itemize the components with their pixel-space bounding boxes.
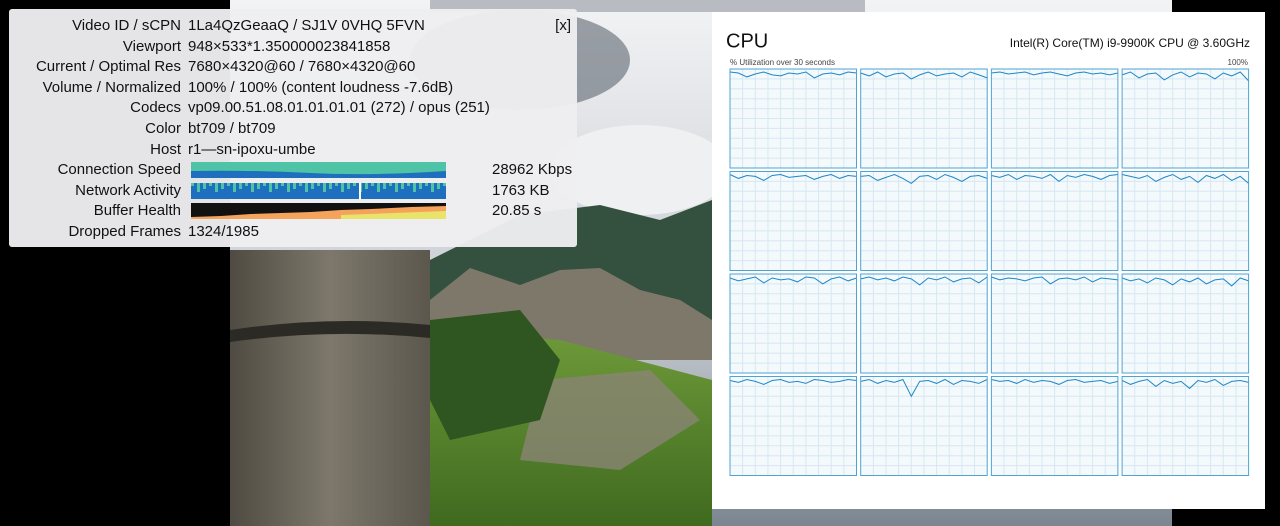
- cpu-line: [729, 276, 857, 285]
- stat-value: 948×533*1.350000023841858: [188, 37, 391, 55]
- stat-value: 1324/1985: [188, 223, 259, 240]
- stat-graph: [191, 203, 446, 220]
- caption: % Utilization over 30 seconds: [730, 58, 835, 67]
- task-manager-cpu: CPU Intel(R) Core(TM) i9-9900K CPU @ 3.6…: [712, 12, 1265, 509]
- stat-value: bt709 / bt709: [188, 120, 276, 137]
- stat-value: 20.85 s: [492, 202, 542, 220]
- graph-border: [990, 273, 1119, 374]
- graph-border: [860, 376, 988, 476]
- graph-border: [860, 68, 988, 169]
- stat-label: Video ID / sCPN: [72, 17, 181, 34]
- cpu-line: [729, 71, 857, 79]
- graph-border: [990, 376, 1119, 476]
- stat-label: Volume / Normalized: [42, 78, 181, 96]
- cpu-line: [1121, 277, 1249, 287]
- cpu-line: [860, 173, 988, 185]
- cpu-line: [991, 173, 1118, 183]
- graph-border: [990, 171, 1119, 271]
- stat-label: Host: [150, 140, 181, 158]
- cpu-line: [729, 173, 857, 181]
- graph-border: [1121, 171, 1250, 271]
- cpu-line: [729, 378, 857, 385]
- graph-border: [1121, 273, 1250, 374]
- cpu-line: [860, 276, 988, 286]
- stat-graph: [191, 182, 446, 199]
- graph-border: [729, 273, 857, 374]
- graph-border: [729, 376, 857, 476]
- graph-border: [860, 273, 988, 374]
- processor-name: Intel(R) Core(TM) i9-9900K CPU @ 3.60GHz: [1010, 36, 1250, 50]
- stat-value: vp09.00.51.08.01.01.01.01 (272) / opus (…: [188, 99, 490, 117]
- cpu-line: [860, 71, 988, 80]
- cpu-line: [1121, 71, 1249, 82]
- cpu-line: [1121, 378, 1249, 390]
- stat-label: Buffer Health: [93, 202, 181, 220]
- cpu-line: [991, 378, 1119, 385]
- max-label: 100%: [1228, 58, 1248, 67]
- stats-for-nerds: [x] Video ID / sCPN 1La4QzGeaaQ / SJ1V 0V…: [9, 9, 577, 247]
- stat-value: 1763 KB: [492, 181, 550, 199]
- stat-value: 7680×4320@60 / 7680×4320@60: [188, 58, 416, 76]
- stat-label: Network Activity: [75, 181, 181, 199]
- graph-border: [1121, 376, 1250, 476]
- stat-label: Color: [145, 120, 181, 137]
- stat-graph: [191, 162, 446, 179]
- graph-border: [729, 171, 857, 271]
- stat-value: 28962 Kbps: [492, 161, 573, 179]
- cpu-line: [1121, 173, 1249, 184]
- stat-label: Viewport: [122, 37, 181, 55]
- graph-border: [729, 68, 857, 169]
- stat-value: r1—sn-ipoxu-umbe: [188, 140, 316, 158]
- stat-value: 100% / 100% (content loudness -7.6dB): [188, 78, 454, 96]
- graph-border: [990, 68, 1119, 169]
- cpu-line: [860, 378, 988, 398]
- stat-label: Codecs: [130, 99, 181, 117]
- cpu-line: [991, 71, 1119, 77]
- graph-border: [1121, 68, 1250, 169]
- stat-label: Dropped Frames: [68, 223, 181, 240]
- stat-label: Current / Optimal Res: [35, 58, 181, 76]
- stat-label: Connection Speed: [57, 161, 181, 179]
- graph-border: [860, 171, 988, 271]
- close-button[interactable]: [x]: [555, 17, 571, 34]
- cpu-line: [991, 276, 1118, 285]
- stat-value: 1La4QzGeaaQ / SJ1V 0VHQ 5FVN: [188, 17, 425, 34]
- cpu-title: CPU: [726, 30, 768, 52]
